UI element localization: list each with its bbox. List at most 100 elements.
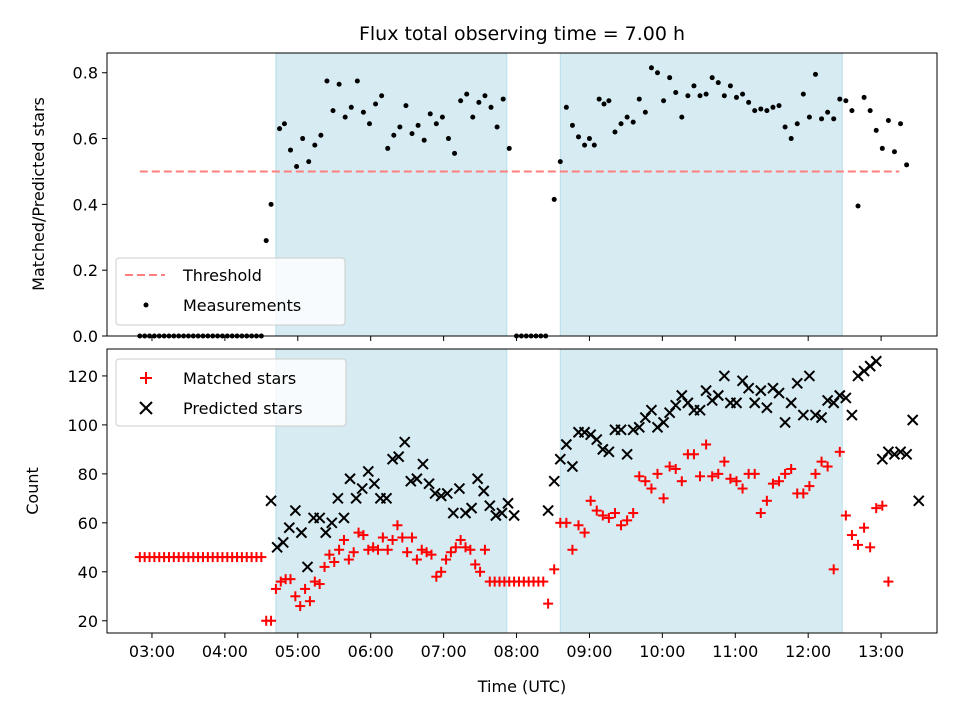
- predicted-stars-point: [344, 473, 356, 485]
- matched-stars-point: [455, 534, 466, 545]
- count-y-axis-label: Count: [23, 467, 42, 515]
- predicted-stars-point: [484, 499, 496, 512]
- count-points: [134, 355, 925, 626]
- ratio-panel: 0.0 0.2 0.4 0.6 0.8 Flux total observing tim…: [29, 23, 938, 346]
- predicted-stars-point: [894, 446, 907, 458]
- matched-stars-point: [397, 532, 408, 543]
- legend-threshold-label: Threshold: [182, 266, 262, 285]
- matched-stars-point: [450, 542, 461, 553]
- measurement-point: [831, 116, 837, 122]
- matched-stars-point: [304, 596, 315, 607]
- measurement-point: [758, 106, 764, 112]
- predicted-stars-point: [773, 387, 785, 399]
- measurement-point: [673, 89, 679, 95]
- predicted-stars-point: [700, 384, 712, 397]
- measurement-point: [819, 116, 825, 122]
- matched-stars-point: [761, 495, 772, 506]
- ratio-axes-frame: [106, 52, 938, 337]
- measurement-point: [685, 93, 691, 99]
- matched-stars-point: [475, 566, 486, 577]
- measurement-point: [776, 103, 782, 109]
- predicted-stars-point: [320, 526, 332, 539]
- predicted-stars-point: [423, 477, 435, 490]
- predicted-stars-point: [888, 448, 901, 460]
- measurement-point: [879, 145, 885, 151]
- measurement-point: [770, 104, 776, 110]
- matched-stars-point: [731, 476, 742, 487]
- predicted-stars-point: [761, 402, 773, 414]
- y-tick-label: 0.0: [73, 327, 98, 346]
- predicted-stars-point: [313, 512, 326, 524]
- matched-stars-point: [266, 615, 277, 626]
- matched-stars-point: [616, 520, 627, 531]
- measurement-point: [606, 98, 612, 104]
- measurement-point: [861, 94, 867, 100]
- matched-stars-point: [798, 488, 809, 499]
- matched-stars-point: [431, 571, 442, 582]
- matched-stars-point: [348, 547, 359, 558]
- count-legend-box: [115, 358, 347, 427]
- x-tick-label: 07:00: [421, 642, 467, 661]
- measurement-point: [788, 136, 794, 142]
- matched-stars-point: [701, 439, 712, 450]
- measurement-point: [336, 81, 342, 87]
- predicted-stars-point: [289, 504, 302, 517]
- matched-stars-point: [804, 481, 815, 492]
- matched-stars-point: [676, 476, 687, 487]
- predicted-stars-point: [615, 424, 627, 436]
- measurement-point: [569, 122, 575, 128]
- predicted-stars-point: [633, 421, 645, 434]
- predicted-stars-point: [548, 475, 560, 487]
- count-x-ticks: 03:00 04:00 05:00 06:00 07:00 08:00 09:00 10:00…: [129, 633, 904, 661]
- measurement-point: [667, 75, 673, 81]
- measurement-point: [642, 109, 648, 115]
- matched-stars-point: [828, 564, 839, 575]
- measurement-point: [727, 83, 733, 89]
- matched-stars-point: [859, 522, 870, 533]
- predicted-stars-point: [465, 502, 478, 514]
- ratio-y-ticks: 0.0 0.2 0.4 0.6 0.8: [73, 64, 107, 346]
- measurement-point: [812, 71, 818, 77]
- measurement-point: [703, 91, 709, 97]
- x-tick-label: 04:00: [202, 642, 248, 661]
- measurement-point: [891, 149, 897, 155]
- measurement-point: [500, 96, 506, 102]
- measurement-point: [342, 114, 348, 120]
- measurement-point: [482, 93, 488, 99]
- matched-stars-point: [767, 478, 778, 489]
- predicted-stars-point: [429, 487, 441, 500]
- measurement-point: [591, 142, 597, 148]
- measurement-point: [679, 114, 685, 120]
- measurement-point: [403, 103, 409, 109]
- predicted-stars-point: [870, 355, 882, 367]
- matched-stars-point: [609, 508, 620, 519]
- matched-stars-point: [567, 544, 578, 555]
- y-tick-label: 120: [67, 367, 98, 386]
- matched-stars-point: [865, 542, 876, 553]
- measurement-point: [433, 121, 439, 127]
- predicted-stars-point: [471, 473, 484, 485]
- matched-stars-point: [319, 561, 330, 572]
- matched-stars-point: [877, 500, 888, 511]
- matched-stars-point: [816, 456, 827, 467]
- matched-stars-point: [707, 471, 718, 482]
- predicted-stars-point: [749, 397, 761, 409]
- predicted-stars-point: [566, 460, 579, 473]
- predicted-stars-point: [797, 409, 810, 421]
- matched-stars-point: [597, 510, 608, 521]
- ratio-legend: Threshold Measurements: [115, 257, 346, 326]
- y-tick-label: 100: [67, 416, 98, 435]
- predicted-stars-point: [502, 497, 514, 509]
- chart-title: Flux total observing time = 7.00 h: [359, 23, 685, 45]
- predicted-stars-point: [265, 495, 277, 507]
- matched-stars-point: [256, 552, 267, 563]
- measurement-point: [849, 108, 855, 114]
- measurement-point: [746, 99, 752, 105]
- matched-stars-point: [445, 547, 456, 558]
- matched-stars-point: [338, 534, 349, 545]
- matched-stars-point: [334, 544, 345, 555]
- predicted-stars-point: [621, 448, 633, 460]
- predicted-stars-point: [815, 411, 828, 424]
- predicted-stars-point: [362, 465, 374, 478]
- matched-stars-point: [285, 574, 296, 585]
